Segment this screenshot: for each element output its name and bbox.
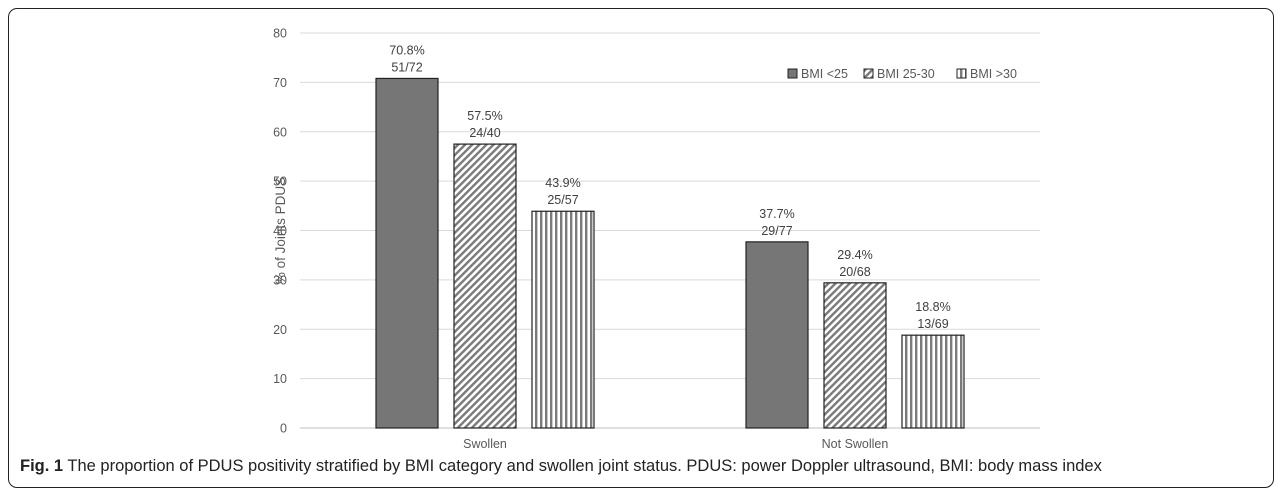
data-label-count: 25/57: [547, 193, 578, 207]
y-tick-label: 0: [280, 422, 287, 436]
data-label-percent: 37.7%: [759, 207, 794, 221]
data-label-count: 29/77: [761, 224, 792, 238]
caption-label: Fig. 1: [20, 457, 64, 475]
bar: [453, 143, 517, 429]
y-tick-label: 80: [273, 27, 287, 41]
bar: [901, 334, 965, 429]
bar: [745, 241, 809, 429]
legend-swatch: [787, 68, 798, 79]
x-tick-label: Swollen: [463, 437, 507, 450]
data-label-percent: 70.8%: [389, 43, 424, 57]
bar: [531, 210, 595, 429]
caption-text: The proportion of PDUS positivity strati…: [63, 457, 1102, 475]
y-axis-title: % of Joints PDUS: [273, 177, 288, 284]
x-axis-ticks: Swollen Not Swollen: [463, 437, 888, 450]
legend-swatch: [863, 68, 874, 79]
y-tick-label: 30: [273, 273, 287, 287]
data-label-percent: 18.8%: [915, 300, 950, 314]
y-tick-label: 10: [273, 372, 287, 386]
legend-swatch: [956, 68, 967, 79]
y-tick-label: 20: [273, 323, 287, 337]
figure-frame: [8, 8, 1274, 488]
bar: [375, 77, 439, 429]
data-label-count: 51/72: [391, 60, 422, 74]
legend-label: BMI <25: [801, 67, 848, 81]
x-tick-label: Not Swollen: [822, 437, 889, 450]
data-labels: 70.8% 51/72 57.5% 24/40 43.9% 25/57 37.7% 29/77…: [389, 43, 950, 331]
y-axis-ticks: 0 10 20 30 40 50 60 70 80: [273, 27, 287, 436]
legend: BMI <25 BMI 25-30 BMI >30: [787, 67, 1017, 81]
legend-label: BMI 25-30: [877, 67, 935, 81]
y-tick-label: 60: [273, 125, 287, 139]
bars: [375, 77, 965, 429]
data-label-percent: 57.5%: [467, 109, 502, 123]
data-label-percent: 29.4%: [837, 248, 872, 262]
bar: [823, 282, 887, 429]
data-label-percent: 43.9%: [545, 176, 580, 190]
y-tick-label: 70: [273, 76, 287, 90]
bar-chart: 0 10 20 30 40 50 60 70 80 % of Joints PDUS 70.8%…: [273, 27, 1040, 450]
y-tick-label: 40: [273, 224, 287, 238]
data-label-count: 13/69: [917, 317, 948, 331]
data-label-count: 24/40: [469, 126, 500, 140]
legend-label: BMI >30: [970, 67, 1017, 81]
y-tick-label: 50: [273, 175, 287, 189]
data-label-count: 20/68: [839, 265, 870, 279]
figure-caption: Fig. 1 The proportion of PDUS positivity…: [20, 457, 1102, 476]
